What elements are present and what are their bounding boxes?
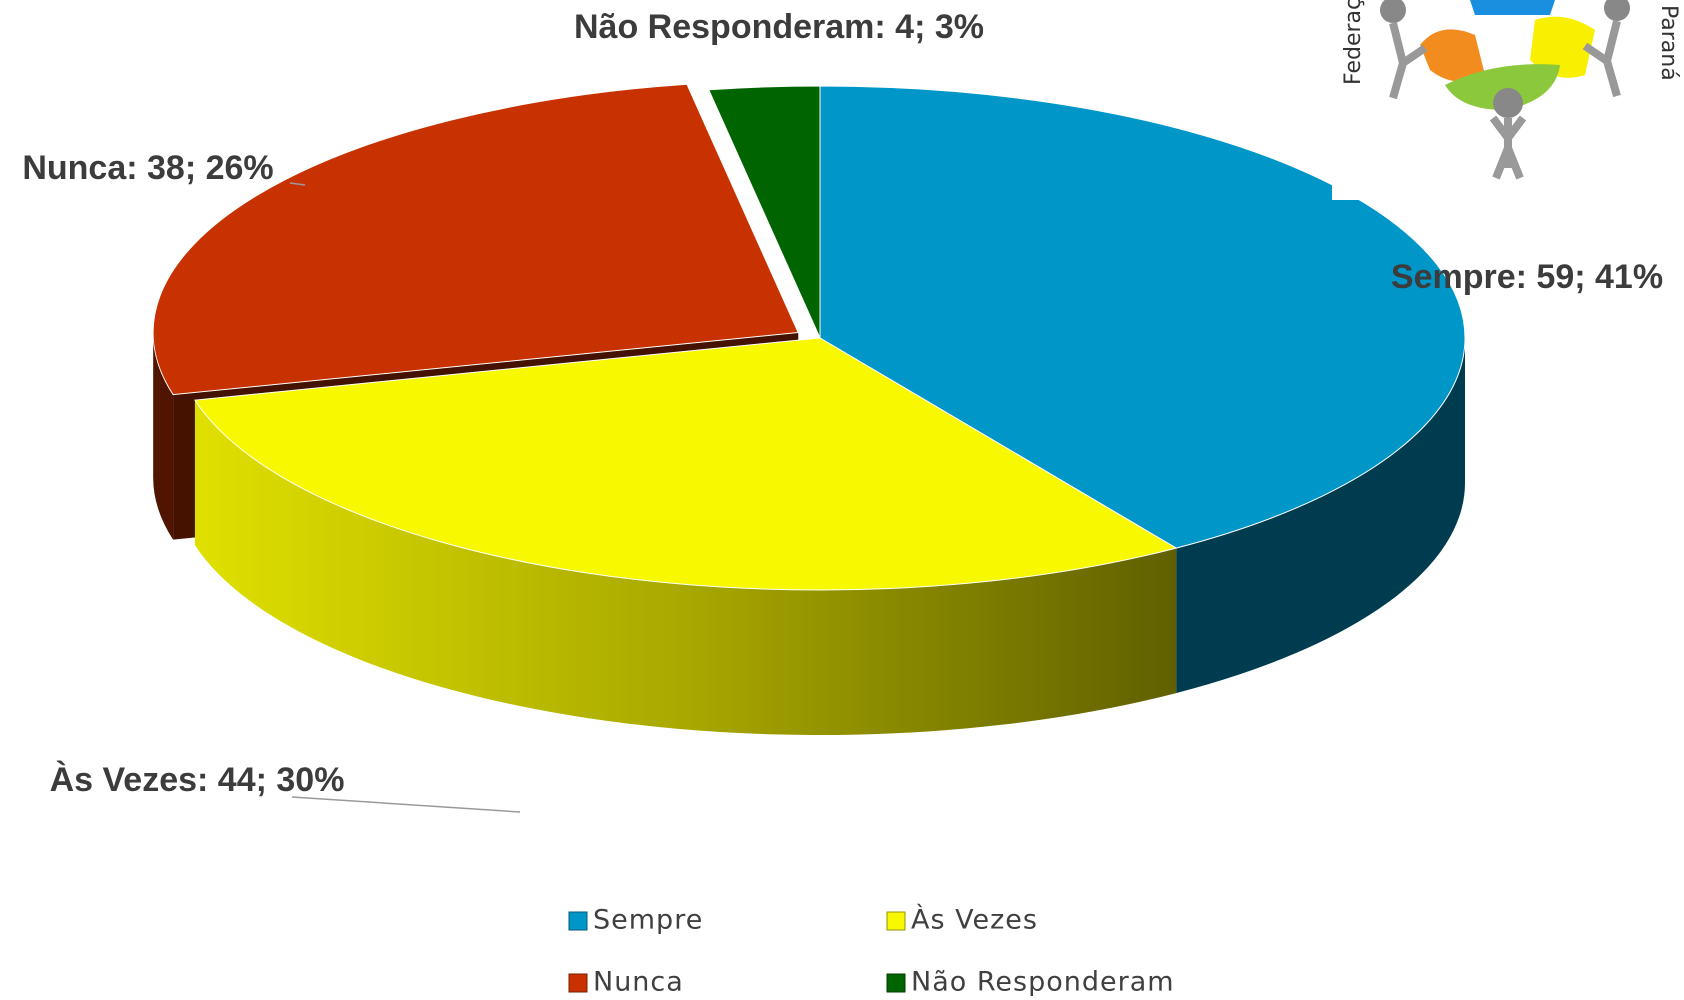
- legend-swatch: [568, 973, 588, 993]
- data-label: Não Responderam: 4; 3%: [574, 8, 984, 46]
- legend-label: Não Responderam: [911, 967, 1175, 998]
- slice-side: [1176, 338, 1465, 694]
- figure-body: [1389, 22, 1428, 100]
- figure-body: [1582, 20, 1621, 98]
- slice: [708, 85, 821, 339]
- legend-swatch: [568, 911, 588, 931]
- legend-swatch: [886, 973, 906, 993]
- legend-label: Às Vezes: [911, 904, 1038, 936]
- figure-head: [1493, 88, 1523, 118]
- logo-left-text: Federaç: [1341, 0, 1366, 85]
- slice: [152, 83, 799, 396]
- figure-body: [1489, 115, 1527, 180]
- puzzle-piece: [1445, 64, 1560, 110]
- figure-head: [1380, 0, 1406, 23]
- logo: Federaç Paraná: [1332, 0, 1684, 200]
- data-label: Nunca: 38; 26%: [22, 149, 273, 187]
- legend-label: Sempre: [593, 905, 703, 936]
- puzzle-piece: [1530, 16, 1595, 78]
- slice-side: [194, 400, 1177, 735]
- slice: [194, 337, 1178, 591]
- leader-line: [291, 796, 521, 813]
- puzzle-piece: [1470, 0, 1555, 15]
- logo-right-text: Paraná: [1656, 5, 1681, 81]
- legend-swatch: [886, 911, 906, 931]
- data-label: Às Vezes: 44; 30%: [50, 761, 345, 799]
- data-label: Sempre: 59; 41%: [1391, 258, 1663, 296]
- legend-label: Nunca: [593, 967, 684, 998]
- puzzle-piece: [1420, 29, 1485, 82]
- leader-line: [289, 182, 306, 186]
- slice-side: [153, 332, 174, 540]
- figure-head: [1604, 0, 1630, 21]
